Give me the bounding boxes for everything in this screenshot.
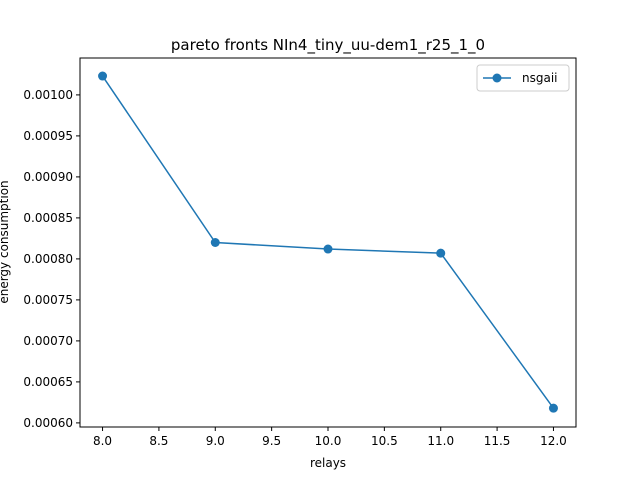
y-tick-label: 0.00060 (23, 416, 73, 430)
y-tick-label: 0.00100 (23, 88, 73, 102)
series-layer (98, 71, 558, 413)
x-tick-label: 10.5 (371, 434, 398, 448)
x-tick-label: 10.0 (315, 434, 342, 448)
y-tick-label: 0.00075 (23, 293, 73, 307)
y-tick-label: 0.00085 (23, 211, 73, 225)
plot-area (79, 57, 577, 428)
data-point (548, 403, 558, 413)
data-point (210, 238, 220, 247)
x-tick-label: 9.0 (206, 434, 225, 448)
x-tick-label: 12.0 (540, 434, 567, 448)
data-point (436, 248, 446, 258)
legend-box (476, 64, 570, 92)
y-axis: 0.00060 0.00065 0.00070 0.00075 0.00080 0.000… (23, 88, 80, 430)
y-tick-label: 0.00070 (23, 334, 73, 348)
data-point (98, 71, 108, 81)
x-tick-label: 11.0 (427, 434, 454, 448)
data-point (323, 244, 333, 254)
x-axis-label: relays (310, 456, 346, 470)
x-tick-label: 11.5 (484, 434, 511, 448)
x-tick-label: 8.0 (93, 434, 112, 448)
y-tick-label: 0.00090 (23, 170, 73, 184)
x-axis: 8.0 8.5 9.0 9.5 10.0 10.5 11.0 11.5 12.0 (93, 427, 567, 448)
y-tick-label: 0.00080 (23, 252, 73, 266)
y-tick-label: 0.00065 (23, 375, 73, 389)
y-axis-label: energy consumption (0, 180, 11, 303)
y-tick-label: 0.00095 (23, 129, 73, 143)
chart-title: pareto fronts NIn4_tiny_uu-dem1_r25_1_0 (171, 36, 485, 55)
x-tick-label: 9.5 (262, 434, 281, 448)
plot-frame (79, 57, 577, 428)
legend-label-nsgaii: nsgaii (522, 71, 558, 85)
x-tick-label: 8.5 (149, 434, 168, 448)
legend-marker (492, 73, 502, 83)
legend: nsgaii (476, 64, 570, 92)
